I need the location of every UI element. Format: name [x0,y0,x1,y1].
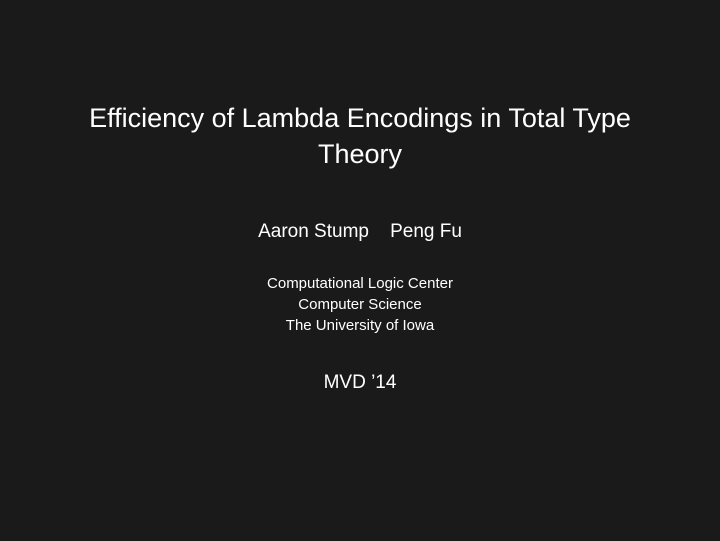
title-slide: Efficiency of Lambda Encodings in Total … [0,0,720,541]
affiliation-line-2: Computer Science [267,294,453,315]
slide-affiliation: Computational Logic Center Computer Scie… [267,273,453,336]
affiliation-line-1: Computational Logic Center [267,273,453,294]
slide-venue: MVD ’14 [324,372,397,394]
slide-authors: Aaron Stump Peng Fu [258,221,462,243]
slide-title: Efficiency of Lambda Encodings in Total … [0,100,720,173]
affiliation-line-3: The University of Iowa [267,315,453,336]
